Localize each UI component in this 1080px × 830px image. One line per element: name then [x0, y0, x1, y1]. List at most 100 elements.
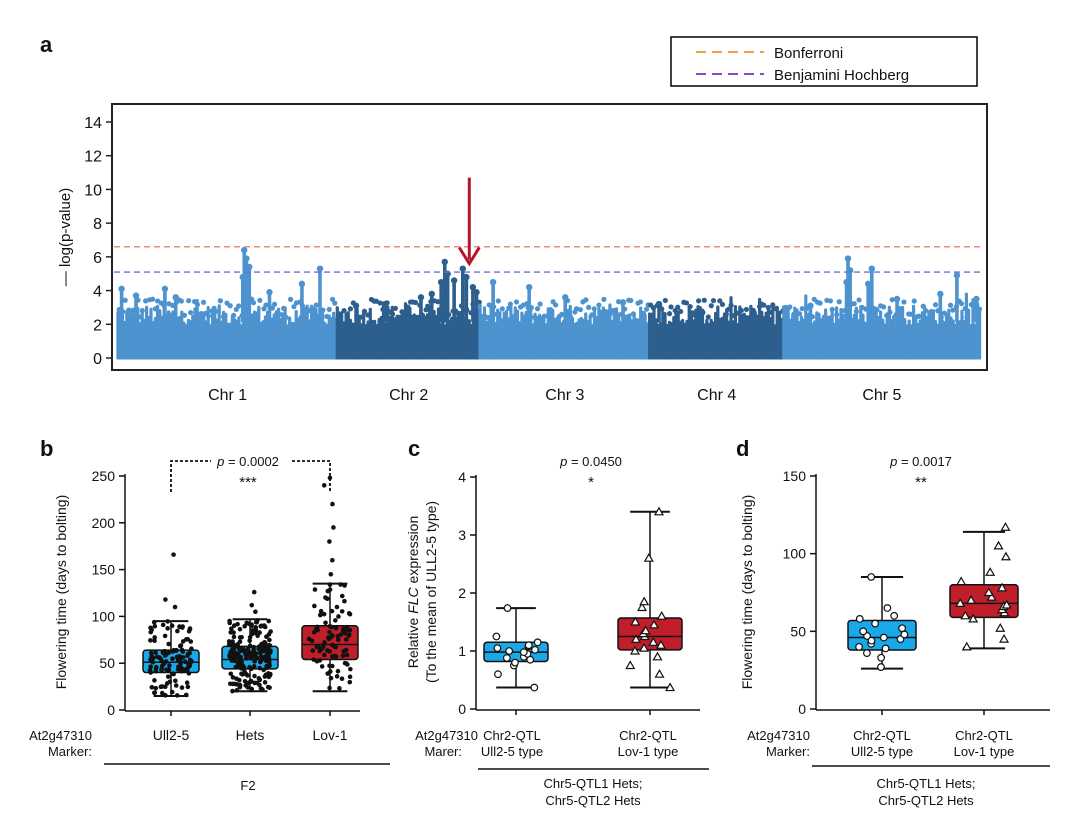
d-cat-1-line-2: Ull2-5 type [851, 744, 913, 759]
data-point [317, 612, 323, 618]
data-point [154, 664, 159, 670]
data-point [336, 637, 341, 643]
data-point [166, 667, 172, 672]
snp-point [941, 310, 947, 316]
b-marker-label-2: Marker: [48, 744, 92, 759]
b-significance: p = 0.0002 *** [170, 454, 331, 492]
peak-point [469, 284, 477, 291]
snp-point [220, 314, 227, 320]
data-point [332, 653, 338, 659]
peak-point [868, 265, 875, 272]
snp-point [853, 308, 860, 315]
y-tick-label: 250 [92, 468, 116, 484]
peak-point [239, 273, 246, 281]
snp-point [326, 306, 332, 313]
data-point [152, 678, 157, 683]
data-point [162, 648, 167, 654]
data-point [256, 676, 262, 681]
x-category-label: Ull2-5 [153, 727, 190, 743]
data-point [243, 651, 248, 657]
y-tick-label: 1 [458, 643, 466, 659]
data-point [247, 643, 253, 649]
snp-point [964, 314, 970, 320]
data-point [347, 679, 353, 685]
snp-point [708, 303, 714, 309]
manhattan-points [116, 246, 983, 360]
snp-point [537, 301, 543, 307]
data-point [180, 649, 186, 654]
snp-point [880, 304, 887, 310]
data-point [153, 650, 158, 655]
snp-point [644, 306, 650, 312]
data-point [158, 657, 164, 662]
data-point-triangle [639, 596, 650, 606]
data-point [229, 641, 235, 647]
peak-point [844, 255, 852, 262]
snp-point [395, 314, 401, 320]
outlier-point [172, 604, 178, 610]
data-point [151, 619, 157, 625]
data-point [319, 664, 325, 669]
snp-point [799, 305, 805, 312]
data-point-triangle [652, 651, 663, 661]
snp-point [478, 313, 484, 319]
snp-point [181, 312, 188, 318]
peak-point [437, 278, 445, 286]
snp-point [932, 302, 939, 308]
data-point [187, 650, 192, 656]
snp-point [281, 305, 287, 311]
snp-point [544, 313, 550, 319]
outlier-point [321, 483, 327, 488]
data-point [233, 664, 238, 670]
data-point [166, 650, 171, 656]
y-tick-label: 150 [783, 468, 807, 484]
snp-point [887, 309, 893, 315]
data-point [242, 623, 247, 629]
snp-point [840, 313, 846, 319]
data-point-circle [871, 619, 880, 628]
snp-point [499, 306, 505, 312]
manhattan-y-axis: 0 2 4 6 8 10 12 14 [84, 115, 112, 368]
c-marker-label-2: Marer: [424, 744, 462, 759]
data-point [169, 689, 175, 695]
snp-point [347, 306, 354, 312]
data-point [327, 685, 332, 691]
sig-bracket-left [170, 460, 211, 492]
snp-point [787, 304, 793, 310]
snp-point [834, 312, 840, 318]
c-y-label-2: (To the mean of ULL2-5 type) [423, 501, 439, 683]
snp-point [231, 312, 237, 319]
panel-b-label: b [40, 436, 53, 461]
chromosome-label: Chr 2 [389, 387, 428, 404]
data-point [149, 684, 155, 690]
data-point [257, 665, 263, 671]
snp-point [271, 301, 278, 307]
data-point [231, 623, 237, 628]
snp-point [705, 314, 711, 320]
snp-point [149, 296, 156, 302]
data-point [312, 587, 318, 592]
data-point [167, 679, 173, 685]
peak-point [352, 302, 360, 309]
d-p-value: p = 0.0017 [889, 454, 952, 469]
data-point-circle [867, 573, 876, 581]
data-point [159, 667, 164, 673]
data-point [267, 685, 272, 690]
data-point [249, 687, 254, 693]
data-point [327, 587, 333, 592]
data-point-triangle [968, 613, 979, 623]
data-point [263, 672, 269, 678]
peak-point [118, 285, 125, 293]
data-point [267, 663, 272, 669]
outlier-point [330, 557, 335, 563]
snp-point [741, 314, 748, 320]
snp-point [377, 300, 383, 306]
data-point [185, 684, 191, 690]
chromosome-label: Chr 3 [545, 387, 584, 404]
data-point [182, 659, 188, 665]
snp-point [198, 311, 204, 317]
data-point-triangle [653, 506, 665, 516]
outlier-point [330, 501, 335, 507]
snp-point [630, 311, 637, 317]
data-point-circle [877, 653, 886, 662]
